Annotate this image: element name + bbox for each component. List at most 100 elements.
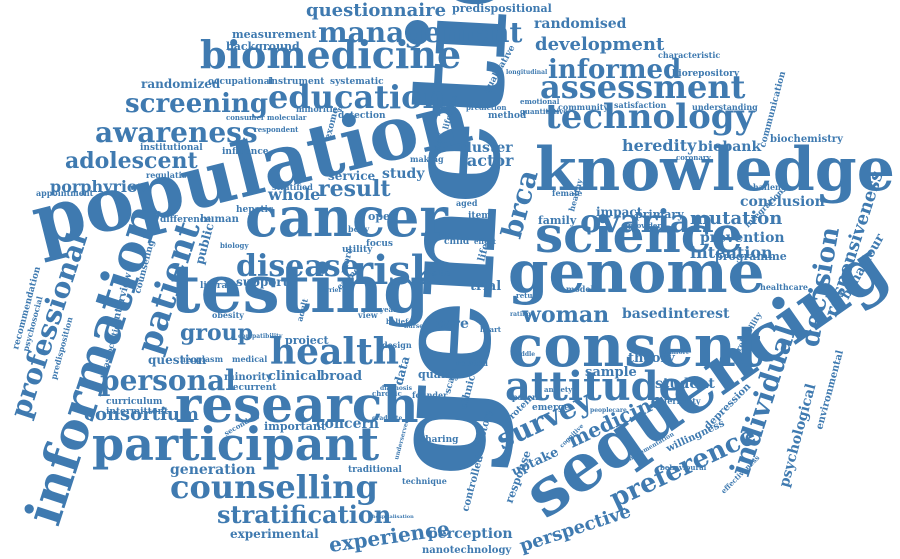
word-quantitative: quantitative (520, 107, 568, 116)
word-appointment: appointment (36, 188, 94, 198)
word-medical: medical (232, 354, 267, 364)
word-hepatic: hepatic (236, 205, 274, 215)
word-project: project (285, 334, 330, 347)
word-biobank: biobank (698, 139, 761, 155)
word-concern: concern (316, 416, 379, 432)
word-impact: impact (596, 205, 643, 219)
word-barrier: barrier (318, 287, 343, 294)
word-recurrent: recurrent (228, 383, 277, 393)
word-psychological: psychological (776, 382, 819, 489)
word-effect: effect (474, 237, 497, 246)
word-risk: risk (352, 247, 440, 294)
word-detection: detection (338, 111, 386, 121)
word-study: study (382, 166, 425, 182)
word-background: background (226, 40, 300, 53)
word-anxiety: anxiety (544, 385, 573, 394)
word-consumer-molecular: consumer molecular (226, 113, 307, 122)
word-genome: genome (508, 238, 765, 306)
word-management: management (318, 16, 522, 49)
word-institutional: institutional (140, 143, 203, 153)
word-quality: quality (418, 368, 461, 381)
word-nurse: nurse (404, 323, 423, 330)
word-development: development (535, 34, 665, 55)
word-curriculum: curriculum (106, 397, 163, 407)
word-satisfaction: satisfaction (614, 100, 666, 110)
word-comfort: comfort (662, 349, 689, 356)
word-biology: biology (220, 241, 249, 250)
word-rating: rating (510, 311, 531, 318)
word-return: return (516, 291, 541, 300)
word-disease: disease (236, 249, 360, 284)
word-belief: belief (386, 317, 409, 326)
word-obesity: obesity (212, 310, 244, 320)
word-biorepository: biorepository (672, 69, 740, 79)
word-year: year (379, 305, 397, 314)
word-attitude: attitude (505, 363, 684, 410)
word-family: family (538, 214, 577, 227)
word-randomised: randomised (534, 16, 627, 32)
word-screening: screening (125, 89, 268, 119)
word-environmental: environmental (814, 349, 846, 431)
word-item: item (468, 211, 491, 221)
word-programme: programme (715, 250, 787, 263)
word-prevention: prevention (700, 230, 785, 246)
word-predispositional: predispositional (452, 2, 552, 15)
word-question: question (148, 353, 207, 367)
word-sample: sample (585, 365, 637, 380)
word-broad: broad (320, 369, 362, 384)
word-graduate: graduate (372, 415, 402, 422)
word-aged: aged (456, 198, 478, 208)
word-experimental: experimental (230, 527, 319, 541)
word-instrument: instrument (268, 77, 325, 87)
word-respondent: respondent (254, 125, 299, 134)
word-assessment: assessment (540, 68, 746, 106)
word-open: open (368, 210, 398, 223)
word-inferiority: inferiority (655, 396, 701, 406)
word-body: body (348, 224, 370, 234)
word-minority: minority (224, 372, 273, 383)
word-care: care (435, 316, 469, 332)
word-mutation: mutation (690, 208, 782, 229)
word-chronic: chronic (372, 389, 402, 398)
word-result: result (318, 176, 391, 202)
word-emotional: emotional (520, 97, 560, 106)
word-healthcare: healthcare (760, 282, 808, 292)
word-science: science (535, 205, 743, 264)
word-participant: participant (92, 417, 380, 471)
word-provider: provider (628, 221, 661, 230)
word-randomized: randomized (141, 77, 221, 91)
word-heredity: heredity (622, 136, 697, 155)
word-questionnaire: questionnaire (306, 0, 446, 21)
word-middle: middle (512, 351, 535, 358)
word-literacy: literacy (200, 281, 239, 291)
word-hospitalisation: hospitalisation (372, 514, 414, 520)
word-behavioural: behavioural (660, 463, 707, 472)
word-cluster: cluster (458, 140, 513, 156)
word-woman: woman (521, 302, 609, 328)
word-perception: perception (428, 526, 513, 542)
word-site: site (432, 269, 451, 279)
word-measurement: measurement (232, 28, 317, 41)
word-coronary: coronary (676, 153, 712, 162)
word-peoplecare: peoplecare (590, 407, 627, 414)
word-child: child (444, 237, 470, 247)
word-systematic: systematic (330, 77, 384, 87)
word-conclusion: conclusion (740, 194, 825, 210)
word-clinical: clinical (268, 369, 322, 384)
word-biochemistry: biochemistry (770, 134, 844, 145)
word-interest: interest (668, 306, 730, 322)
word-important: important (264, 420, 327, 433)
word-utility: utility (342, 245, 373, 255)
word-support: support (236, 275, 289, 289)
word-trial: trial (470, 279, 501, 294)
word-health: health (270, 331, 399, 373)
word-consent: consent (508, 312, 763, 380)
word-informed: informed (548, 55, 681, 85)
word-focus: focus (366, 239, 393, 249)
word-technology: technology (545, 97, 756, 137)
word-life: life (476, 242, 491, 262)
word-education: education (268, 78, 446, 116)
word-factor: factor (460, 151, 514, 170)
word-sharing: sharing (420, 435, 459, 445)
